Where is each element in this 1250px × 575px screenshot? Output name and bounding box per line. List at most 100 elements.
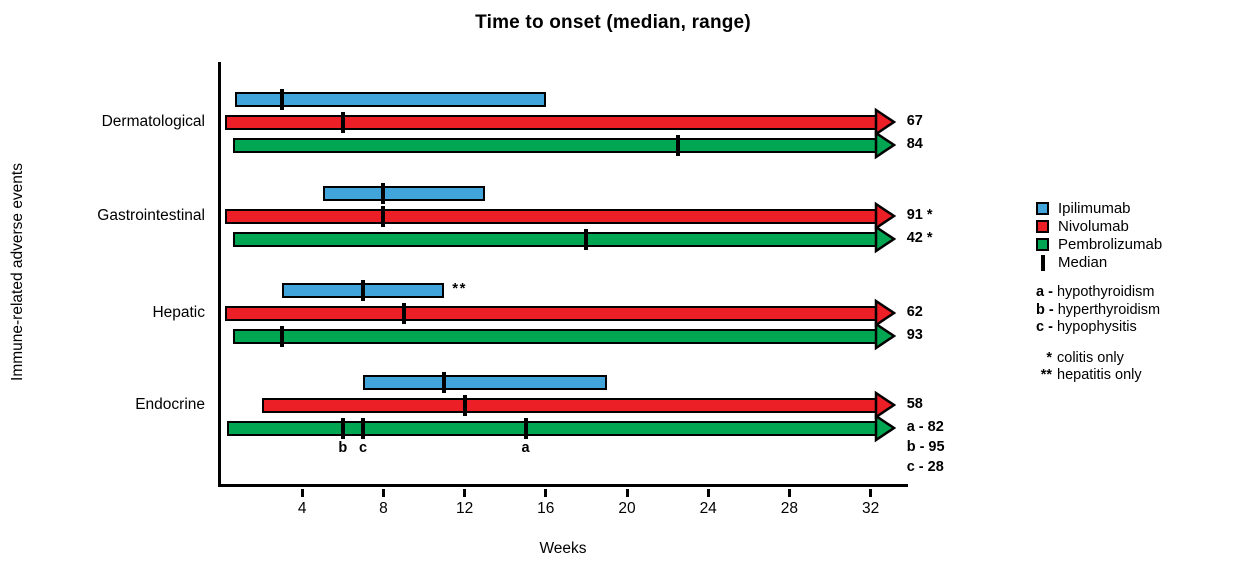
bar-nivolumab <box>225 114 877 130</box>
median-tick <box>523 417 528 439</box>
bar-pembrolizumab <box>227 420 877 436</box>
legend-footnotes: * colitis only ** hepatitis only <box>1036 350 1162 385</box>
bar-ipilimumab <box>322 185 485 201</box>
letter-term: hypothyroidism <box>1052 284 1155 300</box>
arrowhead-pembrolizumab <box>874 224 896 254</box>
arrowhead-triangle <box>874 390 896 420</box>
category-label-dermatological: Dermatological <box>101 113 205 130</box>
x-axis-tick <box>787 489 791 497</box>
median-tick <box>462 394 467 416</box>
median-tick <box>381 205 386 227</box>
median-tick <box>442 371 447 393</box>
legend-letter-definitions: a - hypothyroidism b - hyperthyroidism c -… <box>1036 284 1162 337</box>
x-tick-label: 32 <box>861 500 880 517</box>
arrowhead-triangle <box>874 224 896 254</box>
bar-ipilimumab <box>363 374 607 390</box>
bar-pembrolizumab <box>233 328 877 344</box>
category-label-gastrointestinal: Gastrointestinal <box>97 207 205 224</box>
letter-key: a - <box>1036 284 1053 300</box>
arrowhead-pembrolizumab <box>874 130 896 160</box>
x-axis-tick <box>463 489 467 497</box>
x-tick-label: 28 <box>780 500 799 517</box>
arrowhead-triangle <box>874 413 896 443</box>
median-letter-b: b <box>338 440 348 456</box>
median-tick <box>584 228 589 250</box>
arrowhead-triangle <box>874 298 896 328</box>
arrowhead-pembrolizumab <box>874 413 896 443</box>
bar-suffix: ** <box>452 280 467 297</box>
arrowhead-nivolumab <box>874 298 896 328</box>
median-tick <box>401 302 406 324</box>
arrowhead-nivolumab <box>874 390 896 420</box>
median-tick <box>361 417 366 439</box>
letter-key: b - <box>1036 301 1054 318</box>
footnote-term: hepatitis only <box>1057 367 1142 383</box>
bar-pembrolizumab <box>233 137 877 153</box>
median-letter-a: a <box>521 440 530 456</box>
median-tick <box>340 417 345 439</box>
value-label: b - 95 <box>906 439 945 455</box>
median-tick <box>279 88 284 110</box>
arrowhead-pembrolizumab <box>874 321 896 351</box>
arrowhead-triangle <box>874 201 896 231</box>
nivolumab-swatch-icon <box>1036 220 1049 233</box>
x-axis-tick <box>300 489 304 497</box>
x-tick-label: 24 <box>699 500 717 517</box>
footnote-term: colitis only <box>1057 349 1124 366</box>
footnote: * colitis only <box>1036 350 1162 368</box>
legend-item-nivolumab: Nivolumab <box>1036 218 1162 235</box>
median-bar-glyph <box>1040 254 1045 271</box>
letter-definition: c - hypophysitis <box>1036 319 1162 337</box>
x-axis-label: Weeks <box>539 540 587 557</box>
pembrolizumab-swatch-icon <box>1036 238 1049 251</box>
value-label: 91 * <box>906 207 933 223</box>
median-tick <box>361 279 366 301</box>
footnote-key: * <box>1046 349 1052 366</box>
value-label: a - 82 <box>906 419 944 435</box>
arrowhead-nivolumab <box>874 201 896 231</box>
x-tick-label: 4 <box>297 500 307 517</box>
letter-definition: b - hyperthyroidism <box>1036 302 1162 320</box>
x-tick-label: 8 <box>379 500 388 517</box>
value-label: 58 <box>906 396 923 412</box>
legend-label: Median <box>1058 254 1108 271</box>
median-icon <box>1036 254 1049 271</box>
median-tick <box>675 134 680 156</box>
footnote: ** hepatitis only <box>1036 367 1162 385</box>
arrowhead-nivolumab <box>874 107 896 137</box>
legend-label: Pembrolizumab <box>1058 236 1163 253</box>
median-tick <box>381 182 386 204</box>
legend: Ipilimumab Nivolumab Pembrolizumab Median a … <box>1036 200 1162 385</box>
legend-item-pembrolizumab: Pembrolizumab <box>1036 236 1162 253</box>
median-tick <box>279 325 284 347</box>
arrowhead-triangle <box>874 321 896 351</box>
x-tick-label: 12 <box>455 500 474 517</box>
legend-label: Nivolumab <box>1058 218 1129 235</box>
x-axis-tick <box>625 489 629 497</box>
letter-definition: a - hypothyroidism <box>1036 284 1162 302</box>
bar-nivolumab <box>225 305 877 321</box>
x-tick-label: 20 <box>618 500 636 517</box>
value-label: 62 <box>906 304 923 320</box>
x-axis-tick <box>544 489 548 497</box>
category-label-hepatic: Hepatic <box>152 304 205 321</box>
bar-nivolumab <box>261 397 877 413</box>
arrowhead-triangle <box>874 107 896 137</box>
value-label: 84 <box>906 136 923 152</box>
median-tick <box>340 111 345 133</box>
value-label: 93 <box>906 327 923 343</box>
x-axis-tick <box>706 489 710 497</box>
x-tick-label: 16 <box>537 500 555 517</box>
letter-key: c - <box>1036 319 1053 335</box>
legend-item-median: Median <box>1036 254 1162 271</box>
x-axis-tick <box>381 489 385 497</box>
median-letter-c: c <box>359 440 368 456</box>
arrowhead-triangle <box>874 130 896 160</box>
bar-nivolumab <box>225 208 877 224</box>
footnote-key: ** <box>1040 367 1052 383</box>
value-label: c - 28 <box>906 459 944 475</box>
letter-term: hypophysitis <box>1052 319 1137 335</box>
legend-label: Ipilimumab <box>1058 200 1131 217</box>
letter-term: hyperthyroidism <box>1053 301 1161 318</box>
